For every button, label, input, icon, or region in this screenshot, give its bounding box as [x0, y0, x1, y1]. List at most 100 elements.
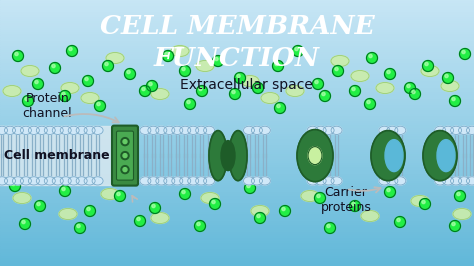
Bar: [0, 171, 474, 173]
Ellipse shape: [385, 140, 403, 172]
Bar: [0, 195, 474, 197]
Ellipse shape: [449, 221, 461, 231]
Bar: [0, 89, 474, 91]
Ellipse shape: [232, 90, 235, 94]
Ellipse shape: [196, 177, 207, 185]
Ellipse shape: [241, 76, 259, 86]
Ellipse shape: [194, 221, 206, 231]
Ellipse shape: [452, 222, 455, 226]
Ellipse shape: [315, 177, 326, 185]
Ellipse shape: [4, 177, 16, 185]
Ellipse shape: [123, 153, 127, 158]
Ellipse shape: [92, 126, 103, 135]
Ellipse shape: [209, 131, 227, 181]
Ellipse shape: [443, 177, 454, 185]
Ellipse shape: [44, 177, 55, 185]
Bar: [0, 211, 474, 213]
Ellipse shape: [435, 126, 446, 135]
Bar: [0, 47, 474, 49]
Bar: [0, 60, 474, 62]
Bar: [0, 151, 474, 153]
Ellipse shape: [15, 52, 18, 56]
Ellipse shape: [349, 201, 361, 211]
Ellipse shape: [331, 56, 349, 66]
Bar: [0, 71, 474, 73]
Bar: [0, 228, 474, 231]
Ellipse shape: [22, 220, 25, 224]
Ellipse shape: [412, 90, 415, 94]
Ellipse shape: [395, 177, 406, 185]
Ellipse shape: [327, 224, 330, 228]
Ellipse shape: [12, 182, 15, 186]
Bar: [0, 239, 474, 242]
Ellipse shape: [394, 217, 405, 227]
Ellipse shape: [308, 147, 322, 165]
Ellipse shape: [84, 206, 95, 217]
Ellipse shape: [52, 64, 55, 68]
Ellipse shape: [68, 126, 79, 135]
Ellipse shape: [251, 126, 263, 135]
Text: FUNCTION: FUNCTION: [154, 46, 320, 71]
Ellipse shape: [459, 48, 471, 60]
Bar: [0, 131, 474, 133]
Ellipse shape: [251, 206, 269, 217]
FancyBboxPatch shape: [117, 131, 134, 180]
Bar: [0, 115, 474, 118]
Ellipse shape: [366, 52, 377, 64]
Ellipse shape: [395, 126, 406, 135]
Ellipse shape: [49, 63, 61, 73]
Ellipse shape: [172, 126, 183, 135]
Bar: [0, 257, 474, 259]
Ellipse shape: [273, 60, 283, 72]
Bar: [0, 157, 474, 160]
Bar: [0, 253, 474, 255]
Ellipse shape: [410, 89, 420, 99]
Ellipse shape: [221, 141, 235, 171]
Ellipse shape: [384, 186, 395, 197]
Bar: [0, 126, 474, 128]
Ellipse shape: [12, 177, 23, 185]
Ellipse shape: [197, 222, 200, 226]
Ellipse shape: [199, 87, 202, 91]
Ellipse shape: [121, 166, 129, 174]
Ellipse shape: [244, 126, 255, 135]
Text: Cell membrane: Cell membrane: [4, 149, 109, 162]
Bar: [0, 24, 474, 27]
Ellipse shape: [367, 100, 370, 104]
Ellipse shape: [437, 140, 455, 172]
Ellipse shape: [315, 80, 318, 84]
Ellipse shape: [76, 177, 87, 185]
Bar: [0, 184, 474, 186]
Bar: [0, 146, 474, 148]
Bar: [0, 104, 474, 106]
Ellipse shape: [387, 177, 398, 185]
Ellipse shape: [68, 177, 79, 185]
Bar: [0, 233, 474, 235]
Ellipse shape: [451, 126, 462, 135]
Bar: [0, 168, 474, 171]
Ellipse shape: [197, 85, 208, 97]
Ellipse shape: [204, 126, 215, 135]
Ellipse shape: [297, 130, 333, 182]
Ellipse shape: [379, 177, 390, 185]
Ellipse shape: [12, 126, 23, 135]
Ellipse shape: [180, 65, 191, 77]
Text: Protein
channel: Protein channel: [23, 92, 72, 120]
Ellipse shape: [28, 177, 39, 185]
Ellipse shape: [255, 84, 258, 88]
Ellipse shape: [435, 177, 446, 185]
Bar: [0, 153, 474, 155]
Ellipse shape: [3, 85, 21, 97]
Ellipse shape: [60, 177, 71, 185]
Bar: [0, 7, 474, 9]
Bar: [0, 160, 474, 162]
Bar: [0, 248, 474, 251]
Bar: [0, 86, 474, 89]
Ellipse shape: [164, 177, 175, 185]
Bar: [0, 235, 474, 237]
Ellipse shape: [235, 73, 246, 84]
Bar: [0, 102, 474, 104]
Bar: [0, 155, 474, 157]
Ellipse shape: [148, 177, 159, 185]
Bar: [0, 35, 474, 38]
